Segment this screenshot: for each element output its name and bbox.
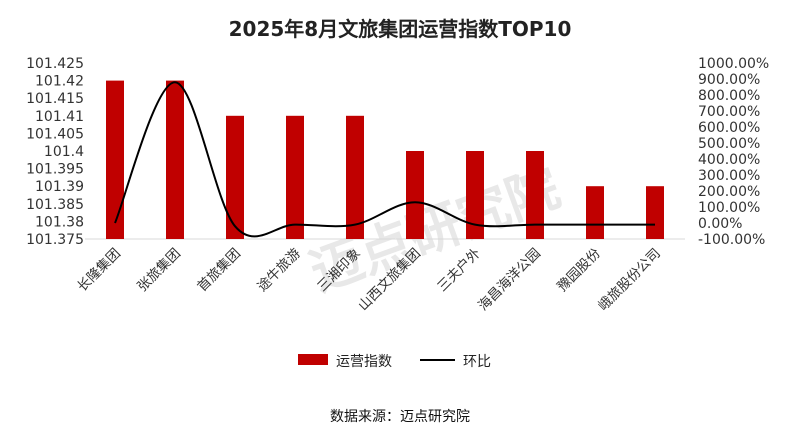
x-tick-label: 途牛旅游 bbox=[254, 245, 304, 295]
bar bbox=[106, 80, 124, 239]
bar bbox=[586, 186, 604, 239]
right-y-tick-label: 700.00% bbox=[698, 104, 760, 120]
source-note: 数据来源：迈点研究院 bbox=[330, 409, 470, 425]
chart-title: 2025年8月文旅集团运营指数TOP10 bbox=[229, 17, 572, 41]
left-y-tick-label: 101.39 bbox=[35, 179, 84, 195]
x-tick-label: 峨旅股份公司 bbox=[595, 246, 664, 315]
bar bbox=[406, 151, 424, 239]
right-y-tick-label: 500.00% bbox=[698, 136, 760, 152]
bar bbox=[466, 151, 484, 239]
right-y-tick-label: 100.00% bbox=[698, 200, 760, 216]
bar bbox=[286, 115, 304, 239]
right-y-tick-label: 0.00% bbox=[698, 216, 742, 232]
x-tick-label: 海昌海洋公园 bbox=[475, 246, 544, 315]
right-y-axis: 1000.00%900.00%800.00%700.00%600.00%500.… bbox=[698, 56, 769, 248]
bar bbox=[226, 115, 244, 239]
x-tick-label: 首旅集团 bbox=[194, 246, 243, 295]
ratio-line bbox=[114, 81, 655, 238]
bar bbox=[526, 151, 544, 239]
left-y-tick-label: 101.42 bbox=[35, 74, 84, 90]
legend-label-line: 环比 bbox=[463, 354, 491, 370]
legend-label-bar: 运营指数 bbox=[336, 354, 392, 370]
x-tick-label: 长隆集团 bbox=[74, 246, 123, 295]
left-y-tick-label: 101.38 bbox=[35, 214, 84, 230]
x-tick-label: 豫园股份 bbox=[554, 245, 604, 295]
left-y-tick-label: 101.385 bbox=[26, 197, 84, 213]
right-y-tick-label: 300.00% bbox=[698, 168, 760, 184]
legend: 运营指数 环比 bbox=[298, 354, 491, 370]
left-y-tick-label: 101.41 bbox=[35, 109, 84, 125]
right-y-tick-label: 200.00% bbox=[698, 184, 760, 200]
bar bbox=[346, 115, 364, 239]
right-y-tick-label: -100.00% bbox=[698, 232, 765, 248]
x-tick-label: 张旅集团 bbox=[134, 246, 183, 295]
left-y-tick-label: 101.395 bbox=[26, 162, 84, 178]
left-y-tick-label: 101.4 bbox=[44, 144, 84, 160]
right-y-tick-label: 600.00% bbox=[698, 120, 760, 136]
left-y-tick-label: 101.375 bbox=[26, 232, 84, 248]
bar bbox=[646, 186, 664, 239]
bar bbox=[166, 80, 184, 239]
left-y-tick-label: 101.415 bbox=[26, 91, 84, 107]
right-y-tick-label: 900.00% bbox=[698, 72, 760, 88]
right-y-tick-label: 1000.00% bbox=[698, 56, 769, 72]
left-y-tick-label: 101.425 bbox=[26, 56, 84, 72]
legend-swatch-bar bbox=[298, 354, 328, 365]
bar-series bbox=[106, 80, 664, 239]
right-y-tick-label: 800.00% bbox=[698, 88, 760, 104]
left-y-tick-label: 101.405 bbox=[26, 126, 84, 142]
right-y-tick-label: 400.00% bbox=[698, 152, 760, 168]
